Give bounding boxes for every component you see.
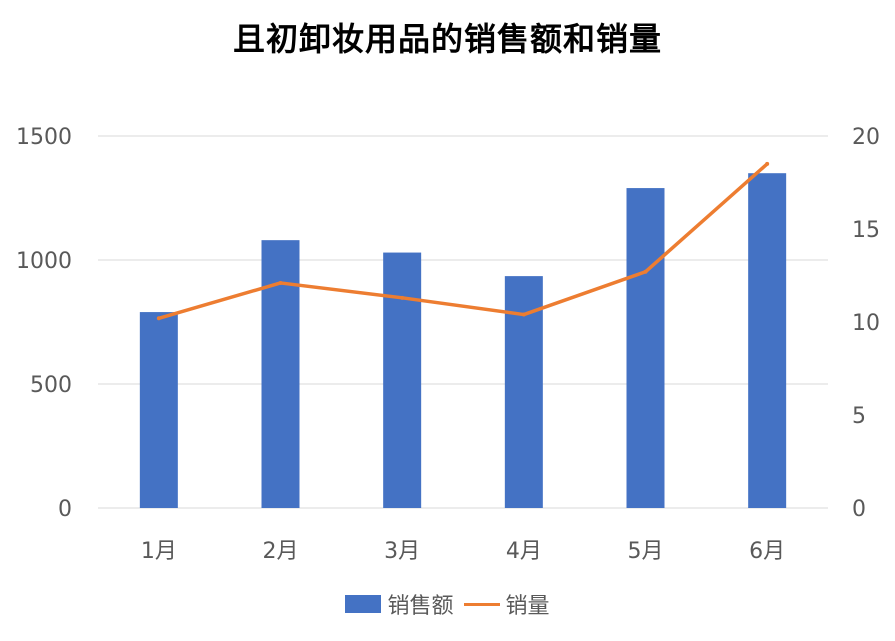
legend-swatch-volume <box>463 602 500 606</box>
x-tick-label: 4月 <box>506 539 542 564</box>
y-right-tick-label: 5 <box>852 404 866 429</box>
bar-sales[interactable] <box>626 188 665 508</box>
line-point-volume <box>765 161 770 166</box>
x-tick-label: 6月 <box>749 539 785 564</box>
y-left-tick-label: 0 <box>58 497 72 522</box>
y-right-tick-label: 10 <box>852 311 880 336</box>
line-volume[interactable] <box>157 162 769 321</box>
line-point-volume <box>278 280 283 285</box>
line-point-volume <box>521 312 526 317</box>
bar-sales[interactable] <box>261 240 300 508</box>
chart-title: 且初卸妆用品的销售额和销量 <box>232 20 662 58</box>
x-tick-label: 1月 <box>141 539 177 564</box>
line-point-volume <box>400 295 405 300</box>
line-point-volume <box>643 269 648 274</box>
y-right-tick-label: 15 <box>852 218 880 243</box>
y-left-tick-label: 1000 <box>16 249 72 274</box>
chart-legend: 销售额 销量 <box>0 588 895 620</box>
y-right-tick-label: 20 <box>852 125 880 150</box>
y-right-tick-label: 0 <box>852 497 866 522</box>
x-tick-label: 3月 <box>384 539 420 564</box>
x-tick-label: 2月 <box>263 539 299 564</box>
legend-label-volume: 销量 <box>505 594 550 619</box>
bar-sales[interactable] <box>748 173 787 508</box>
legend-swatch-sales <box>345 595 382 613</box>
bar-sales[interactable] <box>383 252 422 508</box>
line-point-volume <box>156 316 161 321</box>
y-left-tick-label: 500 <box>30 373 72 398</box>
bar-sales[interactable] <box>139 312 178 508</box>
legend-item-volume[interactable]: 销量 <box>463 588 550 620</box>
x-tick-label: 5月 <box>628 539 664 564</box>
legend-item-sales[interactable]: 销售额 <box>345 588 454 620</box>
legend-label-sales: 销售额 <box>387 594 454 619</box>
y-left-tick-label: 1500 <box>16 125 72 150</box>
